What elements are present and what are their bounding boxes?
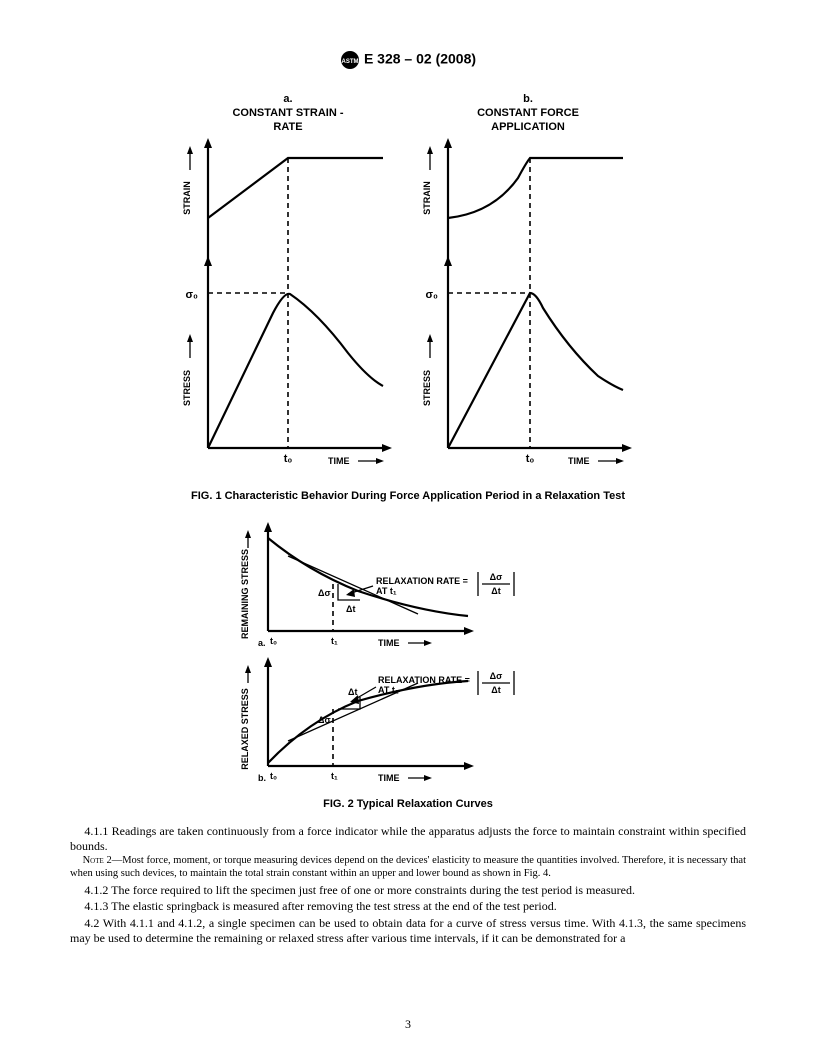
fig2b-dsigma: Δσ xyxy=(318,715,331,725)
fig1-a-sigma0: σ₀ xyxy=(186,289,199,301)
fig2a-dt: Δt xyxy=(346,604,355,614)
fig2a-rate: RELAXATION RATE = xyxy=(376,576,468,586)
fig2a-dsigma: Δσ xyxy=(318,588,331,598)
fig2a-time: TIME xyxy=(378,638,400,648)
fig1-caption: FIG. 1 Characteristic Behavior During Fo… xyxy=(70,490,746,502)
para-4-1-2: 4.1.2 The force required to lift the spe… xyxy=(70,883,746,898)
fig1-a-title2: RATE xyxy=(273,121,302,133)
fig2-caption: FIG. 2 Typical Relaxation Curves xyxy=(70,798,746,810)
fig1-a-strain-label: STRAIN xyxy=(182,181,192,215)
fig2b-frac-den: Δt xyxy=(491,685,500,695)
page-number: 3 xyxy=(0,1017,816,1032)
page-header: ASTM E 328 – 02 (2008) xyxy=(70,50,746,70)
fig2b-t0: t₀ xyxy=(270,771,277,781)
body-text: 4.1.1 Readings are taken continuously fr… xyxy=(70,824,746,945)
fig1-b-title2: APPLICATION xyxy=(491,121,565,133)
designation: E 328 – 02 (2008) xyxy=(364,51,476,67)
fig2b-rate: RELAXATION RATE = xyxy=(378,675,470,685)
fig2a-at: AT t₁ xyxy=(376,586,397,596)
para-4-1-3: 4.1.3 The elastic springback is measured… xyxy=(70,899,746,914)
fig1-a-time: TIME xyxy=(328,456,350,466)
note-2-body: —Most force, moment, or torque measuring… xyxy=(70,855,746,879)
fig2a-t1: t₁ xyxy=(331,636,338,646)
fig2a-ylabel: REMAINING STRESS xyxy=(240,549,250,639)
svg-text:ASTM: ASTM xyxy=(341,59,358,65)
fig2a-t0: t₀ xyxy=(270,636,277,646)
fig2b-at: AT t₁ xyxy=(378,685,399,695)
fig1-b-sigma0: σ₀ xyxy=(426,289,439,301)
figure-1: a. CONSTANT STRAIN - RATE b. CONSTANT FO… xyxy=(70,88,746,502)
fig2b-ylabel: RELAXED STRESS xyxy=(240,688,250,770)
para-4-1-1: 4.1.1 Readings are taken continuously fr… xyxy=(70,824,746,853)
fig1-b-label: b. xyxy=(523,93,533,105)
fig1-b-t0: t₀ xyxy=(526,453,535,465)
fig1-a-stress-label: STRESS xyxy=(182,370,192,406)
fig1-a-t0: t₀ xyxy=(284,453,293,465)
figure-2: Δσ Δt RELAXATION RATE = AT t₁ Δσ Δt REMA… xyxy=(70,516,746,810)
fig2b-dt: Δt xyxy=(348,687,357,697)
para-4-2: 4.2 With 4.1.1 and 4.1.2, a single speci… xyxy=(70,916,746,945)
fig1-b-time: TIME xyxy=(568,456,590,466)
fig2b-time: TIME xyxy=(378,773,400,783)
fig2-panel-b: b. xyxy=(258,773,266,783)
fig2a-frac-den: Δt xyxy=(491,586,500,596)
fig2b-t1: t₁ xyxy=(331,771,338,781)
fig1-a-title1: CONSTANT STRAIN - xyxy=(232,107,343,119)
fig2b-frac-num: Δσ xyxy=(490,671,503,681)
fig1-b-title1: CONSTANT FORCE xyxy=(477,107,579,119)
astm-logo-icon: ASTM xyxy=(340,50,360,70)
fig2-panel-a: a. xyxy=(258,638,266,648)
note-2-label: Note 2 xyxy=(83,855,112,866)
fig2a-frac-num: Δσ xyxy=(490,572,503,582)
fig1-b-stress-label: STRESS xyxy=(422,370,432,406)
fig1-b-strain-label: STRAIN xyxy=(422,181,432,215)
note-2: Note 2—Most force, moment, or torque mea… xyxy=(70,855,746,881)
fig1-a-label: a. xyxy=(283,93,292,105)
